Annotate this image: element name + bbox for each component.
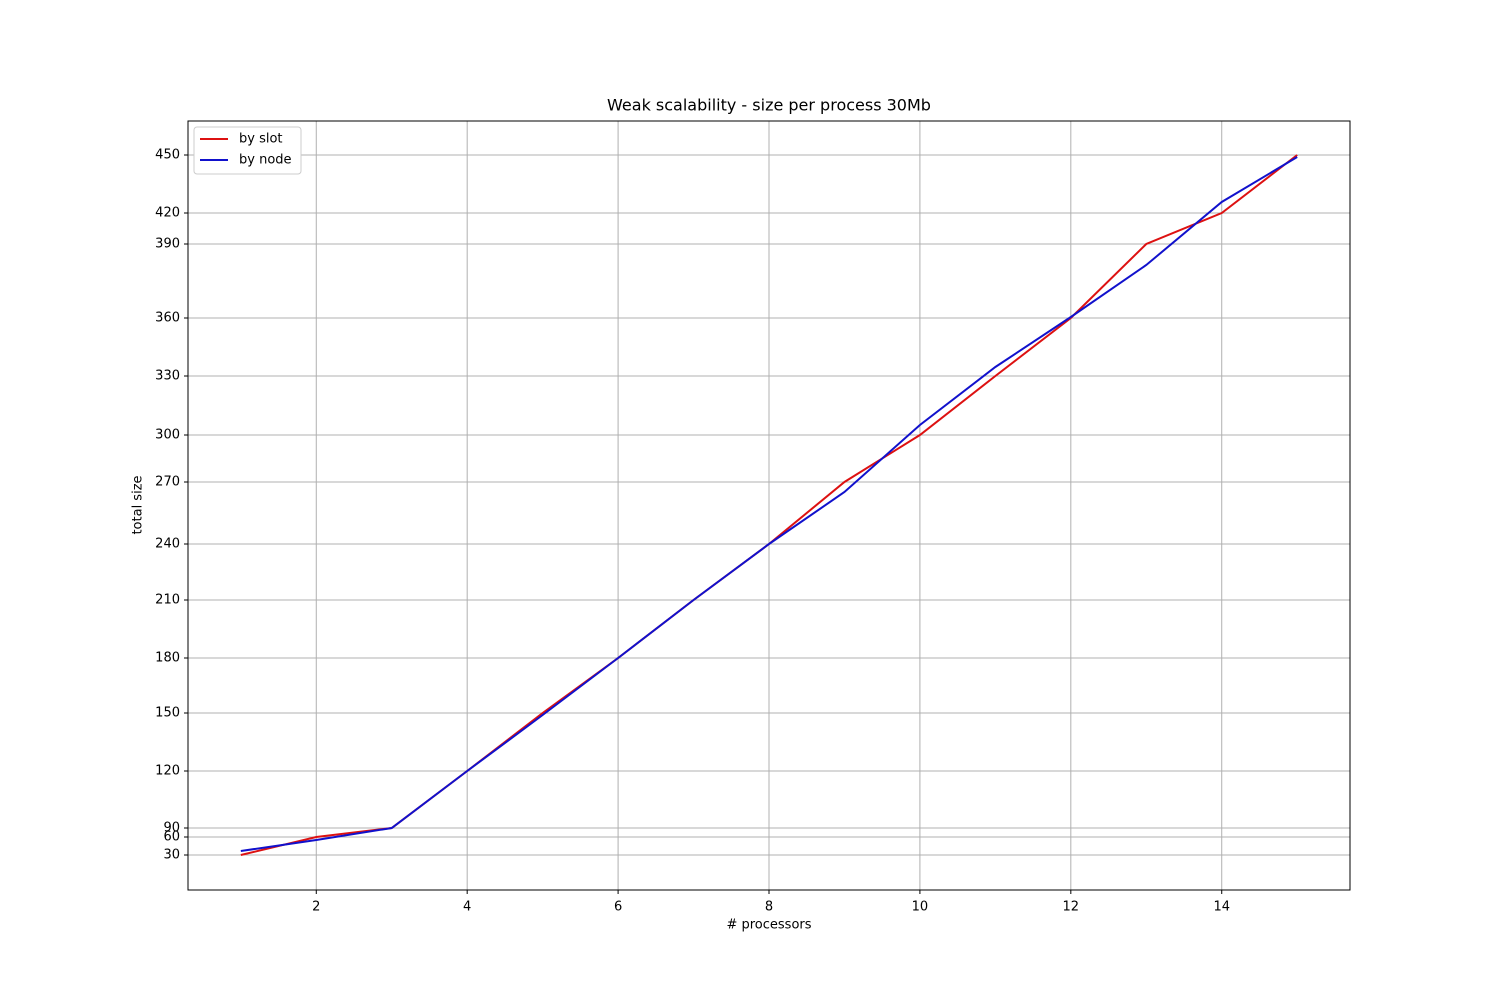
y-tick-label: 240 bbox=[155, 537, 180, 552]
y-tick-label: 120 bbox=[155, 764, 180, 779]
y-tick-label: 150 bbox=[155, 706, 180, 721]
y-tick-label: 30 bbox=[163, 848, 180, 863]
x-tick-label: 8 bbox=[765, 900, 773, 915]
y-axis-label: total size bbox=[131, 475, 146, 534]
chart-title: Weak scalability - size per process 30Mb bbox=[607, 96, 931, 115]
x-tick-label: 4 bbox=[463, 900, 471, 915]
x-tick-label: 2 bbox=[312, 900, 320, 915]
y-tick-label: 210 bbox=[155, 593, 180, 608]
y-tick-label: 360 bbox=[155, 311, 180, 326]
y-tick-label: 90 bbox=[163, 821, 180, 836]
y-tick-label: 270 bbox=[155, 475, 180, 490]
x-tick-label: 12 bbox=[1063, 900, 1080, 915]
y-tick-label: 300 bbox=[155, 428, 180, 443]
series-line bbox=[240, 156, 1298, 852]
x-tick-label: 10 bbox=[912, 900, 929, 915]
plot-frame bbox=[187, 120, 1351, 891]
y-tick-label: 390 bbox=[155, 237, 180, 252]
y-tick-label: 330 bbox=[155, 369, 180, 384]
legend-label: by node bbox=[239, 153, 292, 168]
x-tick-label: 6 bbox=[614, 900, 622, 915]
x-axis-label: # processors bbox=[726, 918, 811, 933]
legend-label: by slot bbox=[239, 132, 283, 147]
y-tick-label: 420 bbox=[155, 206, 180, 221]
y-tick-label: 60 bbox=[163, 830, 180, 845]
y-tick-label: 180 bbox=[155, 651, 180, 666]
x-tick-label: 14 bbox=[1213, 900, 1230, 915]
y-tick-label: 450 bbox=[155, 148, 180, 163]
